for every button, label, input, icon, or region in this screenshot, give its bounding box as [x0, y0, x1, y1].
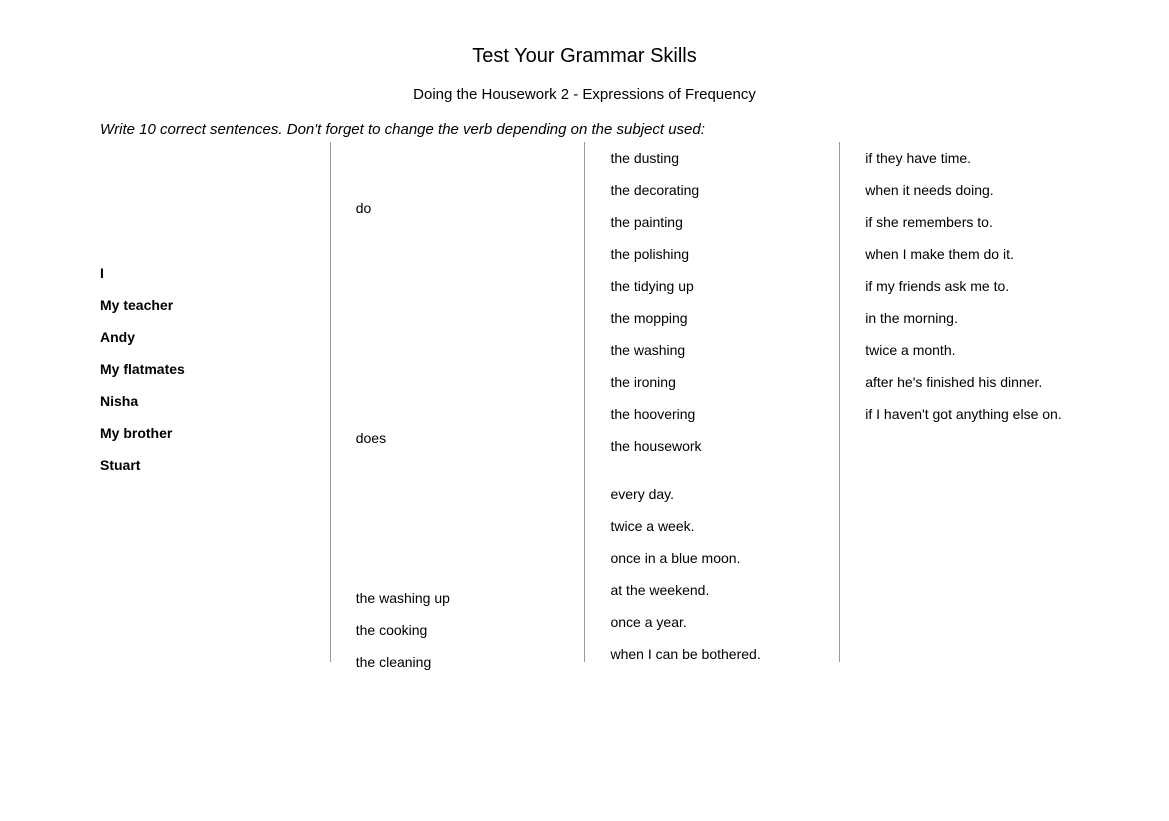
worksheet-page: Test Your Grammar Skills Doing the House…: [0, 0, 1169, 821]
chore-item: the housework: [610, 430, 839, 462]
condition-item: if my friends ask me to.: [865, 270, 1069, 302]
condition-item: if she remembers to.: [865, 206, 1069, 238]
frequency-item: once in a blue moon.: [610, 542, 839, 574]
chore-item: the decorating: [610, 174, 839, 206]
column-subjects: I My teacher Andy My flatmates Nisha My …: [100, 142, 330, 662]
condition-item: in the morning.: [865, 302, 1069, 334]
instruction-text: Write 10 correct sentences. Don't forget…: [100, 121, 1069, 138]
page-subtitle: Doing the Housework 2 - Expressions of F…: [100, 86, 1069, 103]
frequency-item: at the weekend.: [610, 574, 839, 606]
frequency-item: twice a week.: [610, 510, 839, 542]
subject-item: My flatmates: [100, 353, 330, 385]
chore-item: the dusting: [610, 142, 839, 174]
condition-item: when I make them do it.: [865, 238, 1069, 270]
subject-item: Stuart: [100, 449, 330, 481]
column-verbs: do does the washing up the cooking the c…: [330, 142, 585, 662]
frequency-item: once a year.: [610, 606, 839, 638]
frequency-item: when I can be bothered.: [610, 638, 839, 670]
subject-item: Nisha: [100, 385, 330, 417]
chore-item: the polishing: [610, 238, 839, 270]
chore-item: the painting: [610, 206, 839, 238]
chore-item: the ironing: [610, 366, 839, 398]
verb-item: do: [356, 192, 585, 224]
subject-item: My teacher: [100, 289, 330, 321]
chore-item: the mopping: [610, 302, 839, 334]
columns-container: I My teacher Andy My flatmates Nisha My …: [100, 142, 1069, 662]
condition-item: twice a month.: [865, 334, 1069, 366]
condition-item: if they have time.: [865, 142, 1069, 174]
column-chores: the dusting the decorating the painting …: [584, 142, 839, 662]
chore-item: the tidying up: [610, 270, 839, 302]
chore-item: the cooking: [356, 614, 585, 646]
column-conditions: if they have time. when it needs doing. …: [839, 142, 1069, 662]
frequency-item: every day.: [610, 478, 839, 510]
condition-item: if I haven't got anything else on.: [865, 398, 1069, 430]
chore-item: the hoovering: [610, 398, 839, 430]
chore-item: the washing: [610, 334, 839, 366]
page-title: Test Your Grammar Skills: [100, 45, 1069, 68]
subject-item: My brother: [100, 417, 330, 449]
verb-item: does: [356, 422, 585, 454]
condition-item: after he's finished his dinner.: [865, 366, 1069, 398]
subject-item: Andy: [100, 321, 330, 353]
chore-item: the washing up: [356, 582, 585, 614]
chore-item: the cleaning: [356, 646, 585, 678]
subject-item: I: [100, 257, 330, 289]
condition-item: when it needs doing.: [865, 174, 1069, 206]
